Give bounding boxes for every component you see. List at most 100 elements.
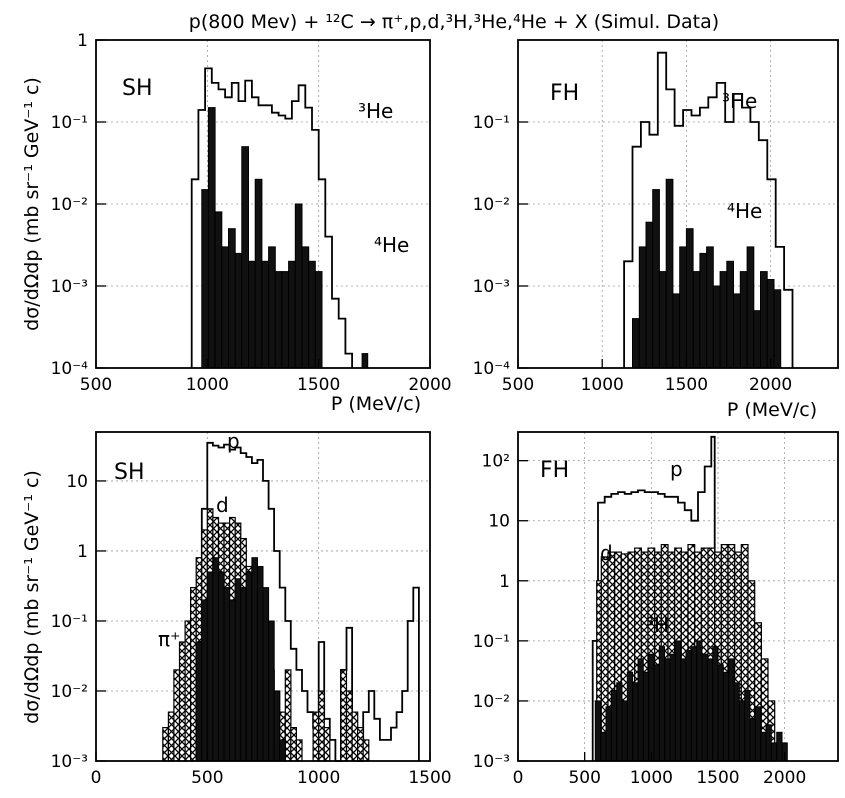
histogram-bar-series (642, 671, 650, 762)
histogram-bar-⁴He (214, 211, 223, 369)
panel-top-right: 500 1000 1500 2000 10⁻¹ 10⁻² 10⁻³ 10⁻⁴ FH ³He ⁴He P… (473, 39, 839, 421)
histogram-bar-series (594, 700, 602, 762)
y-tick-label: 10 (488, 512, 510, 532)
histogram-bar-⁴He (261, 260, 270, 369)
x-tick-label: 1500 (297, 375, 340, 395)
histogram-bar-series (770, 742, 778, 762)
histogram-bar-series (701, 653, 708, 762)
histogram-bar-⁴He (301, 246, 310, 369)
y-tick-label: 1 (499, 572, 510, 592)
histogram-bar-series (717, 664, 724, 762)
x-tick-label: 0 (513, 768, 524, 788)
y-tick-label: 10⁻³ (51, 277, 88, 297)
y-tick-label: 10² (482, 452, 510, 472)
histogram-bar-π⁺ (218, 571, 225, 762)
y-tick-label: 1 (77, 542, 88, 562)
histogram-bar-series (776, 731, 783, 762)
histogram-bar-π⁺ (212, 557, 219, 762)
histogram-bar-⁴He (766, 279, 775, 369)
histogram-bar-series (712, 646, 719, 762)
y-tick-label: 10⁻² (473, 692, 510, 712)
histogram-bar-d (357, 726, 364, 762)
y-tick-label: 10⁻² (51, 195, 88, 215)
panel-bottom-left: 0 500 1000 1500 10 1 10⁻¹ 10⁻² 10⁻³ SH p d π⁺ dσ/dΩdp… (21, 429, 452, 788)
histogram-bar-π⁺ (251, 557, 258, 762)
histogram-bar-d (318, 690, 325, 762)
histogram-bar-series (690, 646, 698, 762)
histogram-bar-d (351, 711, 359, 762)
histogram-bar-series (722, 671, 730, 762)
histogram-bar-⁴He (632, 318, 640, 369)
x-tick-label: 500 (80, 375, 112, 395)
x-tick-label: 1000 (630, 768, 673, 788)
histogram-bar-d (173, 669, 181, 762)
x-tick-label: 500 (568, 768, 600, 788)
histogram-bar-series (685, 649, 692, 762)
histogram-bar-π⁺ (206, 571, 214, 762)
histogram-bar-series (760, 731, 767, 762)
y-tick-label: 10 (66, 472, 88, 492)
histogram-bar-series (696, 640, 703, 762)
histogram-bar-π⁺ (240, 587, 247, 762)
histogram-bar-series (621, 700, 628, 762)
histogram-bar-d (345, 690, 353, 762)
histogram-bar-series (664, 658, 671, 762)
histogram-bar-series (361, 353, 369, 369)
figure-title: p(800 Mev) + ¹²C → π⁺,p,d,³H,³He,⁴He + X… (189, 11, 719, 33)
panel-top-left: 500 1000 1500 2000 1 10⁻¹ 10⁻² 10⁻³ 10⁻⁴ SH ³He ⁴He… (21, 31, 452, 415)
panel-label: SH (114, 460, 145, 485)
histogram-bar-series (605, 706, 612, 762)
histogram-bar-⁴He (228, 228, 236, 369)
series-annotation: ³He (722, 89, 757, 113)
y-tick-label: 10⁻¹ (473, 113, 510, 133)
y-tick-label: 10⁻¹ (51, 113, 88, 133)
histogram-bar-⁴He (672, 293, 681, 369)
series-annotation: ³H (646, 613, 669, 637)
histogram-bar-d (312, 711, 320, 762)
histogram-bar-series (744, 689, 751, 762)
histogram-bar-⁴He (733, 293, 741, 369)
panel-label: FH (550, 81, 579, 106)
histogram-bar-d (323, 726, 331, 762)
histogram-bar-series (669, 653, 676, 762)
panel-bottom-right: 0 500 1000 1500 2000 10² 10 1 10⁻¹ 10⁻² 10⁻³ FH p d ³H (473, 431, 839, 788)
y-tick-label: 10⁻³ (473, 752, 510, 772)
histogram-bar-series (706, 658, 714, 762)
histogram-bar-d (167, 711, 175, 762)
plot-frame (95, 431, 431, 762)
histogram-bar-series (749, 718, 756, 762)
histogram-bar-⁴He (248, 260, 256, 369)
histogram-bar-⁴He (659, 271, 667, 369)
y-tick-label: 10⁻¹ (51, 612, 88, 632)
histogram-bar-⁴He (294, 203, 303, 369)
histogram-bar-⁴He (652, 189, 660, 369)
histogram-bar-⁴He (706, 246, 714, 369)
series-annotation: d (600, 541, 613, 565)
histogram-bar-d (340, 669, 348, 762)
histogram-bar-π⁺ (223, 587, 231, 762)
x-tick-label: 2000 (763, 768, 806, 788)
series-annotation: p (670, 457, 683, 481)
histogram-bar-⁴He (288, 260, 296, 369)
x-axis-label: P (MeV/c) (331, 393, 421, 415)
histogram-bar-π⁺ (256, 566, 264, 762)
histogram-bar-d (362, 739, 370, 762)
series-annotation: p (227, 429, 240, 453)
histogram-bar-⁴He (308, 260, 316, 369)
histogram-bar-⁴He (665, 178, 674, 369)
histogram-bar-⁴He (221, 246, 230, 369)
histogram-bar-series (680, 658, 687, 762)
histogram-bar-series (754, 706, 762, 762)
histogram-bar-d (295, 739, 303, 762)
series-annotation: ³He (358, 99, 393, 123)
series-annotation: π⁺ (158, 627, 181, 651)
y-axis-label: dσ/dΩdp (mb sr⁻¹ GeV⁻¹ c) (21, 77, 43, 331)
x-tick-label: 0 (91, 768, 102, 788)
histogram-bar-series (610, 689, 618, 762)
y-tick-label: 1 (77, 31, 88, 51)
x-tick-label: 500 (191, 768, 223, 788)
histogram-bar-d (284, 669, 292, 762)
histogram-bar-⁴He (281, 271, 290, 369)
histogram-bar-d (162, 726, 170, 762)
